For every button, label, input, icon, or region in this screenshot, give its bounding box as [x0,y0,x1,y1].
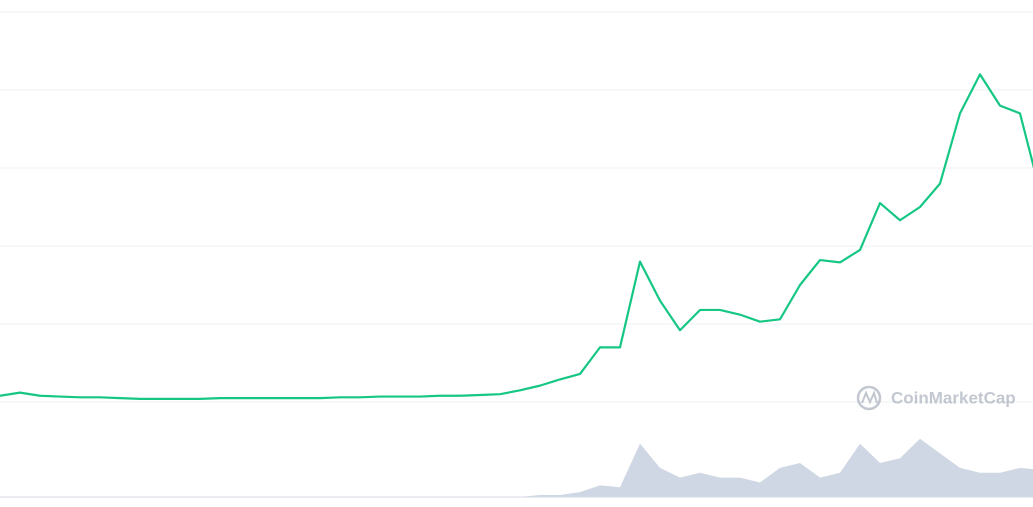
plot [0,11,1033,498]
watermark: CoinMarketCap [856,385,1016,411]
logo-mark [861,390,878,405]
price-line [0,73,1033,400]
watermark-text: CoinMarketCap [891,388,1016,407]
volume-area [0,438,1033,497]
logo [856,385,882,411]
